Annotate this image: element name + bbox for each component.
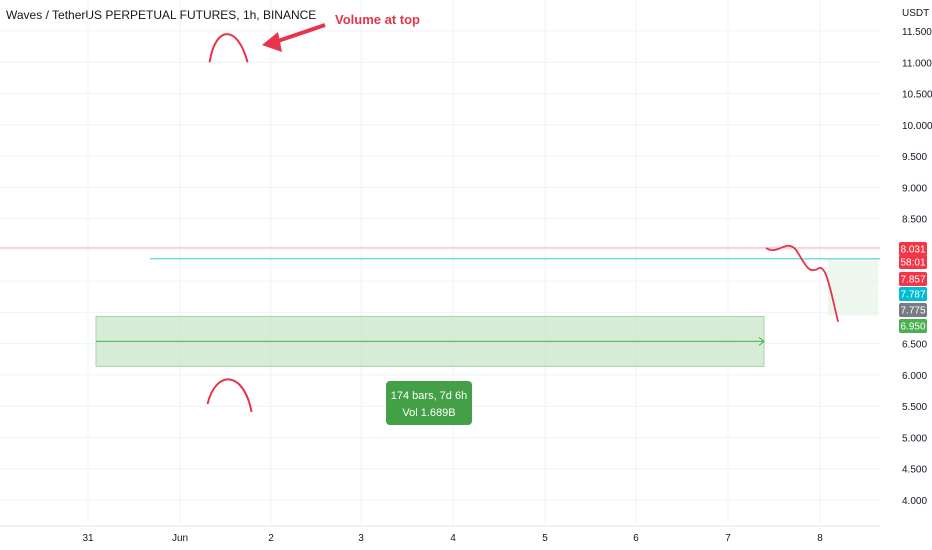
- target-zone: [95, 258, 878, 367]
- price-badge: [899, 303, 927, 317]
- measure-vol-label: Vol 1.689B: [402, 407, 455, 419]
- price-tick-label: 5.500: [902, 402, 927, 413]
- measure-bars-label: 174 bars, 7d 6h: [391, 390, 467, 402]
- price-tick-label: 6.000: [902, 371, 927, 382]
- price-badge: [899, 255, 927, 269]
- currency-label: USDT: [902, 8, 929, 19]
- measure-box-bg: [386, 381, 472, 425]
- price-badge-label: 7.775: [900, 306, 925, 317]
- peak-volume-arc: [206, 378, 253, 413]
- peak-price-arc: [208, 33, 249, 63]
- time-tick-label: 5: [542, 533, 548, 544]
- price-badge-label: 7.857: [900, 275, 925, 286]
- price-badge: [899, 242, 927, 256]
- time-tick-label: 3: [358, 533, 364, 544]
- price-badge-label: 8.031: [900, 245, 925, 256]
- time-tick-label: 8: [817, 533, 823, 544]
- projection-curve: [765, 244, 839, 322]
- time-axis: 31 Jun 2 3 4 5 6 7 8: [0, 525, 880, 544]
- price-tick-label: 10.000: [902, 121, 932, 132]
- time-tick-label: Jun: [172, 533, 188, 544]
- annotation-text: Volume at top: [335, 12, 420, 27]
- price-badge-label: 6.950: [900, 322, 925, 333]
- time-tick-label: 4: [450, 533, 456, 544]
- annotations: Volume at top: [206, 12, 420, 413]
- measure-arrow-head: [758, 337, 765, 346]
- price-tick-label: 4.000: [902, 496, 927, 507]
- time-tick-label: 31: [82, 533, 94, 544]
- price-badge-label: 7.787: [900, 290, 925, 301]
- price-badge: [899, 287, 927, 301]
- price-tick-label: 9.000: [902, 183, 927, 194]
- support-line: [0, 247, 880, 260]
- measure-box: 174 bars, 7d 6h Vol 1.689B: [386, 381, 472, 425]
- price-tick-label: 6.500: [902, 340, 927, 351]
- time-tick-label: 2: [268, 533, 274, 544]
- price-tick-label: 8.500: [902, 215, 927, 226]
- grid: [0, 0, 880, 524]
- projection-path: [765, 244, 839, 322]
- price-tick-label: 5.000: [902, 433, 927, 444]
- annotation-arrow-head: [262, 32, 282, 52]
- annotation-arrow-shaft: [271, 23, 326, 45]
- price-badge: [899, 319, 927, 333]
- price-tick-label: 11.000: [902, 58, 932, 69]
- price-badge-label: 58:01: [900, 258, 925, 269]
- price-tick-label: 11.500: [902, 27, 932, 38]
- price-badge: [899, 272, 927, 286]
- time-tick-label: 7: [725, 533, 731, 544]
- price-tick-label: 9.500: [902, 152, 927, 163]
- price-tick-label: 4.500: [902, 465, 927, 476]
- time-tick-label: 6: [633, 533, 639, 544]
- forecast-zone: [828, 258, 878, 316]
- chart-title: Waves / TetherUS PERPETUAL FUTURES, 1h, …: [6, 8, 317, 22]
- price-tick-label: 10.500: [902, 90, 932, 101]
- price-badges: 8.031 58:01 7.857 7.787 7.775 6.950: [899, 242, 927, 333]
